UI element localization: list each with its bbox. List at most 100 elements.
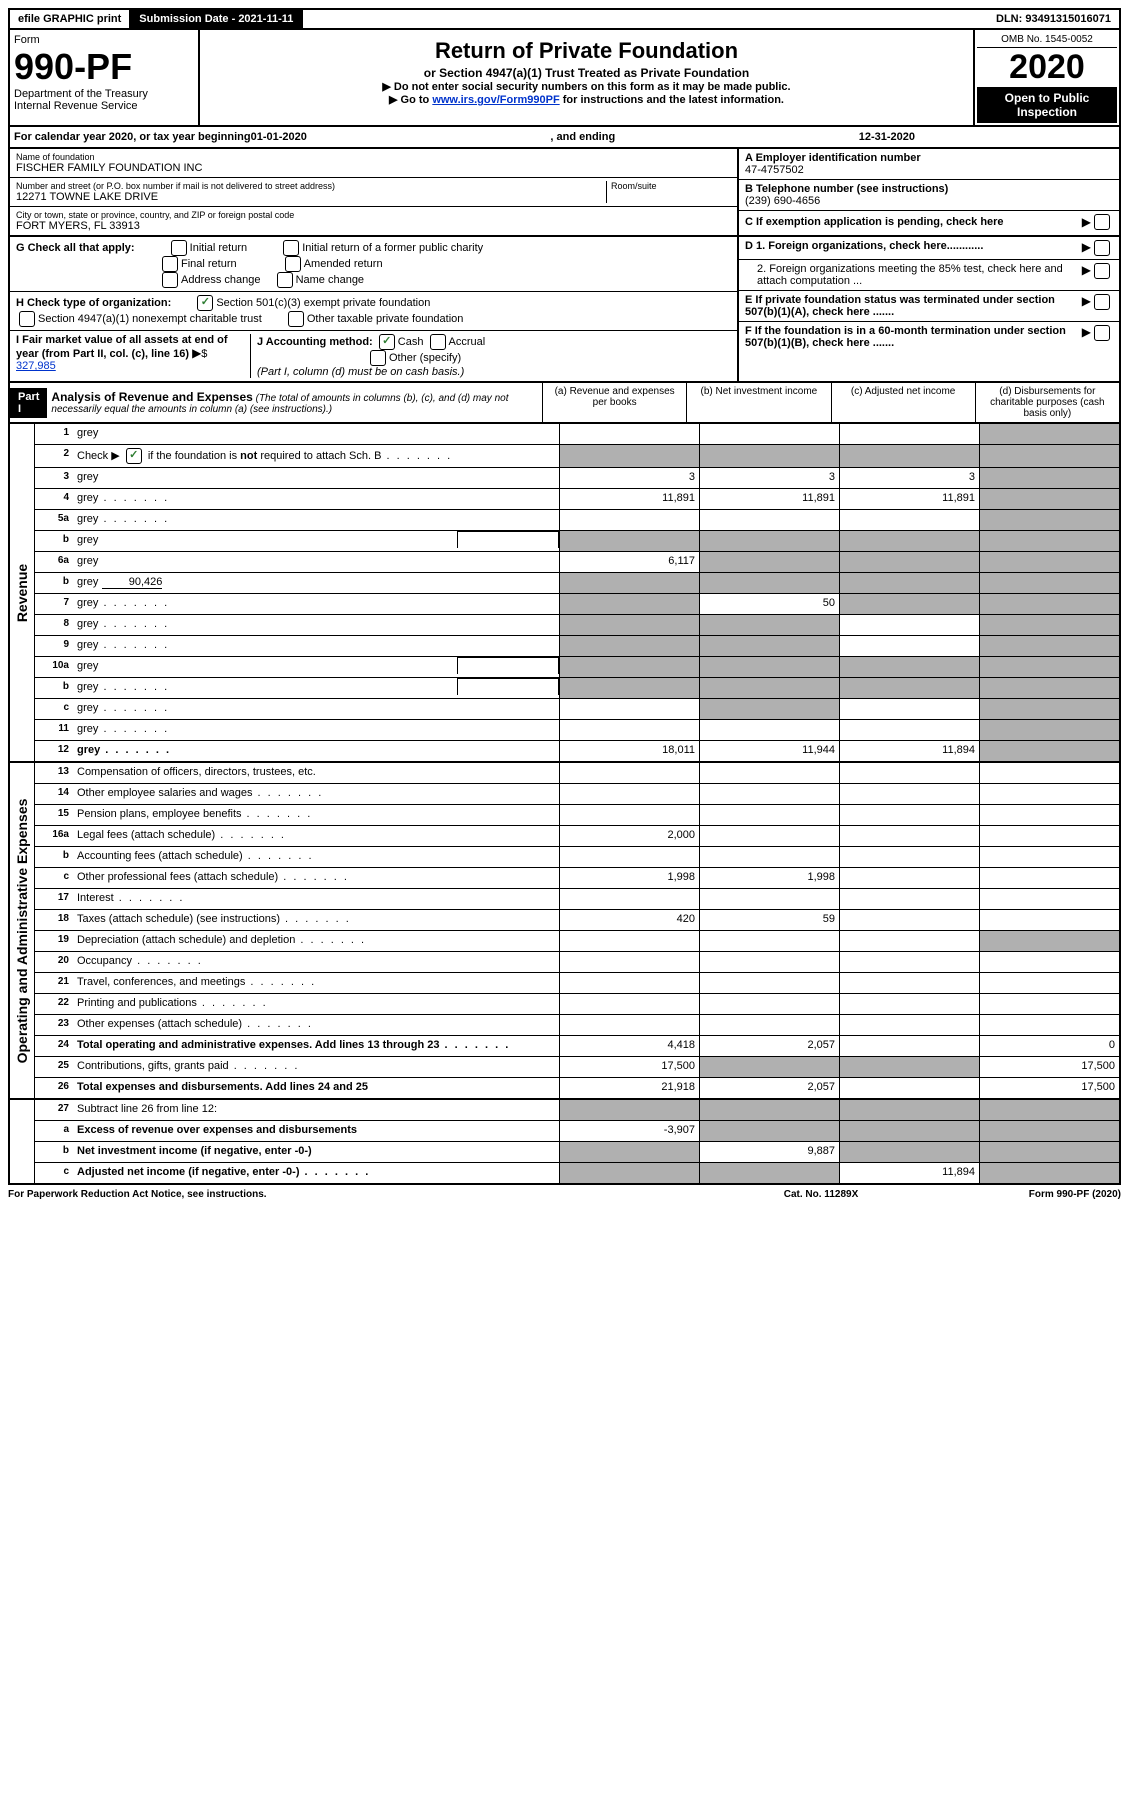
foundation-name: FISCHER FAMILY FOUNDATION INC	[16, 162, 731, 174]
line-description: Interest . . . . . . .	[73, 889, 560, 909]
line-number: 4	[35, 489, 73, 509]
line-description: Pension plans, employee benefits . . . .…	[73, 805, 560, 825]
expenses-section: Operating and Administrative Expenses 13…	[8, 763, 1121, 1100]
line-value	[840, 615, 980, 635]
checkbox-e[interactable]	[1094, 294, 1110, 310]
line-value	[980, 910, 1119, 930]
line-value	[840, 973, 980, 993]
line-value	[840, 1078, 980, 1098]
line-number: 14	[35, 784, 73, 804]
line-value	[980, 805, 1119, 825]
line-value: 1,998	[560, 868, 700, 888]
checkbox-name[interactable]	[277, 272, 293, 288]
line-description: Taxes (attach schedule) (see instruction…	[73, 910, 560, 930]
table-row: 23Other expenses (attach schedule) . . .…	[35, 1015, 1119, 1036]
footer-left: For Paperwork Reduction Act Notice, see …	[8, 1189, 721, 1200]
checkbox-cash[interactable]	[379, 334, 395, 350]
checkbox-initial[interactable]	[171, 240, 187, 256]
line-description: Depreciation (attach schedule) and deple…	[73, 931, 560, 951]
line-value	[560, 510, 700, 530]
arrow-icon: ▶	[1082, 215, 1091, 229]
table-row: bgrey	[35, 531, 1119, 552]
dept-label: Department of the Treasury	[14, 88, 194, 100]
line-number: a	[35, 1121, 73, 1141]
line-value	[980, 531, 1119, 551]
checkbox-final[interactable]	[162, 256, 178, 272]
line-description: grey . . . . . . .	[73, 720, 560, 740]
line-value	[840, 805, 980, 825]
checkbox-other-method[interactable]	[370, 350, 386, 366]
line-value	[840, 552, 980, 572]
checkbox-c[interactable]	[1094, 214, 1110, 230]
line-number: 15	[35, 805, 73, 825]
line-value: 3	[560, 468, 700, 488]
checkbox-address[interactable]	[162, 272, 178, 288]
revenue-section: Revenue 1grey2Check ▶ if the foundation …	[8, 424, 1121, 763]
line-value	[980, 1100, 1119, 1120]
irs-link[interactable]: www.irs.gov/Form990PF	[432, 94, 559, 106]
line-value: 21,918	[560, 1078, 700, 1098]
line-value	[560, 1015, 700, 1035]
line-value: 50	[700, 594, 840, 614]
table-row: 20Occupancy . . . . . . .	[35, 952, 1119, 973]
irs-label: Internal Revenue Service	[14, 100, 194, 112]
line-value	[560, 573, 700, 593]
table-row: 15Pension plans, employee benefits . . .…	[35, 805, 1119, 826]
line-value	[700, 445, 840, 467]
line-description: Legal fees (attach schedule) . . . . . .…	[73, 826, 560, 846]
table-row: cOther professional fees (attach schedul…	[35, 868, 1119, 889]
checkbox-initial-former[interactable]	[283, 240, 299, 256]
checkbox-other-taxable[interactable]	[288, 311, 304, 327]
table-row: 19Depreciation (attach schedule) and dep…	[35, 931, 1119, 952]
line-number: 17	[35, 889, 73, 909]
line-value	[560, 805, 700, 825]
line-number: 5a	[35, 510, 73, 530]
line-value	[980, 1015, 1119, 1035]
foundation-name-cell: Name of foundation FISCHER FAMILY FOUNDA…	[10, 149, 737, 178]
checkbox-d2[interactable]	[1094, 263, 1110, 279]
line-value	[560, 847, 700, 867]
line-value	[700, 847, 840, 867]
line-value	[560, 973, 700, 993]
line-description: grey . . . . . . .	[73, 636, 560, 656]
table-row: bgrey90,426	[35, 573, 1119, 594]
line-value	[560, 1100, 700, 1120]
header-center: Return of Private Foundation or Section …	[200, 30, 975, 125]
line-number: b	[35, 678, 73, 698]
table-row: 12grey . . . . . . .18,01111,94411,894	[35, 741, 1119, 761]
line-description: Travel, conferences, and meetings . . . …	[73, 973, 560, 993]
line-number: 21	[35, 973, 73, 993]
line-number: b	[35, 573, 73, 593]
foundation-city: FORT MYERS, FL 33913	[16, 220, 731, 232]
checkbox-d1[interactable]	[1094, 240, 1110, 256]
line-description: Total operating and administrative expen…	[73, 1036, 560, 1056]
line-number: b	[35, 531, 73, 551]
line-value	[700, 1121, 840, 1141]
line-value	[560, 424, 700, 444]
line-value	[700, 636, 840, 656]
line-value	[560, 445, 700, 467]
checkbox-501c3[interactable]	[197, 295, 213, 311]
line-number: 22	[35, 994, 73, 1014]
line-value	[980, 468, 1119, 488]
checkbox-4947[interactable]	[19, 311, 35, 327]
part-label: Part I	[10, 388, 47, 418]
line-value: 11,891	[840, 489, 980, 509]
table-row: 11grey . . . . . . .	[35, 720, 1119, 741]
line-value	[700, 826, 840, 846]
footer-mid: Cat. No. 11289X	[721, 1189, 921, 1200]
table-row: 26Total expenses and disbursements. Add …	[35, 1078, 1119, 1098]
line-value	[560, 657, 700, 677]
line-value: 11,891	[560, 489, 700, 509]
table-row: 9grey . . . . . . .	[35, 636, 1119, 657]
checkbox-accrual[interactable]	[430, 334, 446, 350]
revenue-label: Revenue	[14, 563, 30, 621]
line-value	[840, 952, 980, 972]
line-value	[560, 615, 700, 635]
line-description: Net investment income (if negative, ente…	[73, 1142, 560, 1162]
line-value: 17,500	[560, 1057, 700, 1077]
checkbox-amended[interactable]	[285, 256, 301, 272]
checkbox-f[interactable]	[1094, 325, 1110, 341]
line-description: grey . . . . . . .	[73, 489, 560, 509]
line-value	[840, 531, 980, 551]
